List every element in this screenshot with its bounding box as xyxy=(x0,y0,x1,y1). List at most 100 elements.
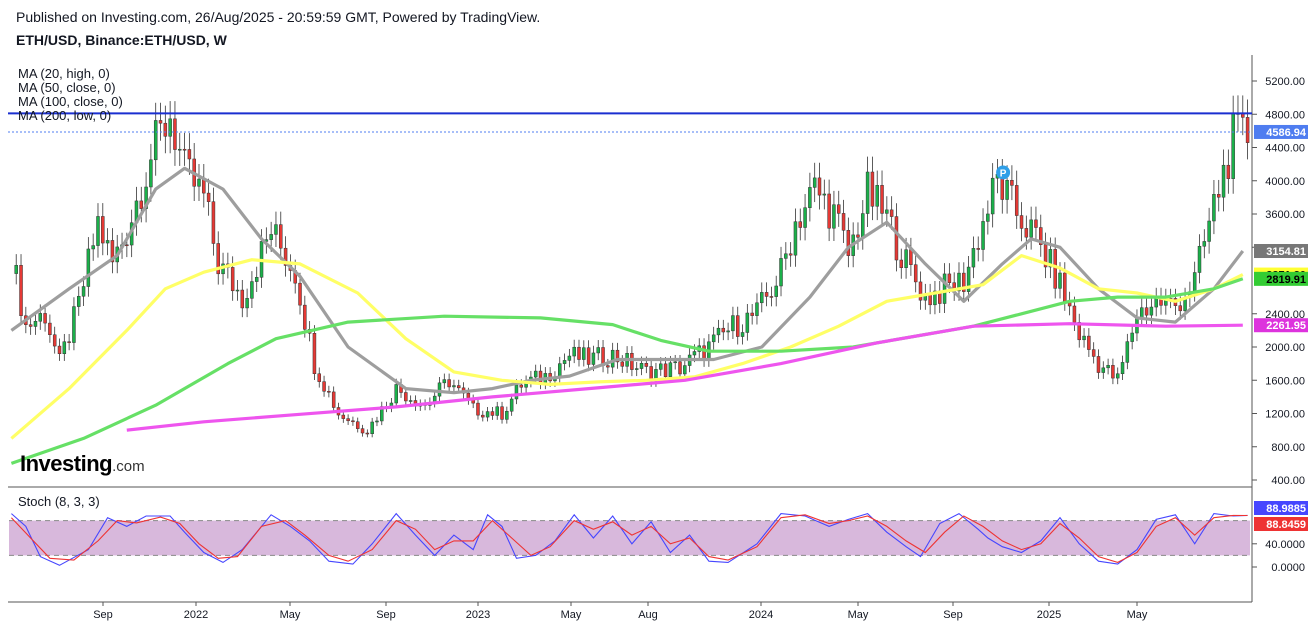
stoch-tag xyxy=(1254,517,1308,531)
candle-up xyxy=(1048,249,1053,268)
candle-up xyxy=(986,213,990,222)
candle-down xyxy=(19,265,23,316)
candle-down xyxy=(476,402,480,416)
candle-down xyxy=(351,420,355,423)
candle-down xyxy=(490,411,495,416)
candle-up xyxy=(370,421,374,434)
candle-up xyxy=(683,365,687,375)
candle-up xyxy=(832,204,836,229)
candle-up xyxy=(933,290,937,306)
candle-down xyxy=(365,432,370,435)
candle-up xyxy=(865,171,870,214)
candle-down xyxy=(211,201,216,244)
candle-up xyxy=(62,341,67,354)
candle-up xyxy=(250,281,254,299)
candle-down xyxy=(1014,185,1019,216)
candle-up xyxy=(269,234,273,240)
candle-up xyxy=(105,240,110,244)
ma-line-1 xyxy=(10,166,1245,395)
candle-down xyxy=(298,282,302,306)
candle-up xyxy=(1106,365,1110,369)
stoch-tag-text: 88.8459 xyxy=(1266,519,1306,531)
candle-down xyxy=(841,213,846,231)
candle-up xyxy=(760,292,764,304)
candle-up xyxy=(495,406,499,416)
candle-up xyxy=(178,148,182,151)
logo-suffix: .com xyxy=(112,458,145,475)
candle-up xyxy=(1029,219,1033,238)
candle-down xyxy=(1010,180,1014,186)
candle-up xyxy=(774,285,778,297)
candle-up xyxy=(572,346,576,357)
candle-down xyxy=(644,362,649,367)
y-tick-label: 1600.00 xyxy=(1265,375,1305,387)
candle-down xyxy=(158,120,163,124)
stoch-label: Stoch (8, 3, 3) xyxy=(18,494,100,509)
candle-up xyxy=(1058,272,1062,289)
candle-down xyxy=(1039,227,1043,245)
candle-up xyxy=(485,411,490,418)
candle-down xyxy=(702,345,706,361)
candle-down xyxy=(240,289,245,309)
candle-down xyxy=(331,391,336,408)
candle-up xyxy=(957,272,961,292)
candle-up xyxy=(966,266,971,292)
legend-ma-50: MA (50, close, 0) xyxy=(18,80,116,95)
price-tags: 4586.943154.812871.302819.912261.9588.98… xyxy=(1254,124,1308,531)
time-axis: Sep 2022 May Sep 2023 May Aug 2024 May Sep 2025 May xyxy=(93,602,1148,621)
candle-down xyxy=(976,248,980,250)
legend-ma-200: MA (200, low, 0) xyxy=(18,108,112,123)
candle-down xyxy=(1111,365,1115,379)
candle-up xyxy=(779,258,783,287)
price-tag-text: 2261.95 xyxy=(1266,320,1306,332)
candle-up xyxy=(81,286,86,297)
y-tick-label: 400.00 xyxy=(1271,475,1305,487)
candle-up xyxy=(692,351,697,356)
candle-down xyxy=(615,349,620,363)
candle-down xyxy=(182,148,187,151)
candle-up xyxy=(1140,307,1144,319)
x-tick-label: 2022 xyxy=(184,609,208,621)
candle-down xyxy=(1063,272,1067,302)
candle-up xyxy=(990,177,995,215)
candle-up xyxy=(803,207,807,228)
candle-down xyxy=(880,185,884,214)
candle-up xyxy=(1231,113,1235,179)
y-tick-label: 2000.00 xyxy=(1265,342,1305,354)
candle-down xyxy=(962,272,966,292)
candle-down xyxy=(1019,215,1024,229)
grid-lines xyxy=(8,55,1253,603)
candle-down xyxy=(360,428,365,434)
candle-up xyxy=(1212,194,1216,222)
candle-up xyxy=(1130,332,1134,342)
stoch-d-line xyxy=(11,514,1248,563)
candle-up xyxy=(591,352,596,365)
candle-up xyxy=(558,363,562,378)
candle-up xyxy=(731,315,735,332)
price-tag-text: 2819.91 xyxy=(1266,274,1306,286)
investing-logo: Investing.com xyxy=(20,451,145,477)
price-tag xyxy=(1254,244,1308,259)
candle-down xyxy=(846,230,851,256)
candle-up xyxy=(86,248,91,287)
candle-down xyxy=(909,249,913,265)
logo-main: Investing xyxy=(20,451,113,476)
candle-down xyxy=(481,414,485,418)
candle-down xyxy=(721,327,726,333)
candle-up xyxy=(562,360,567,364)
candle-up xyxy=(610,349,615,368)
stoch-k-line xyxy=(11,512,1248,566)
candle-down xyxy=(187,149,192,160)
candle-down xyxy=(913,264,918,283)
stoch-tick-label: 40.0000 xyxy=(1265,539,1305,551)
candle-up xyxy=(72,306,76,343)
candle-up xyxy=(245,298,249,309)
candle-down xyxy=(1087,335,1091,350)
legend-ma-20: MA (20, high, 0) xyxy=(18,66,110,81)
candle-up xyxy=(235,289,240,292)
price-tag-text: 4586.94 xyxy=(1266,127,1307,139)
candle-up xyxy=(755,302,759,316)
candle-down xyxy=(870,171,875,207)
candle-down xyxy=(230,267,235,292)
